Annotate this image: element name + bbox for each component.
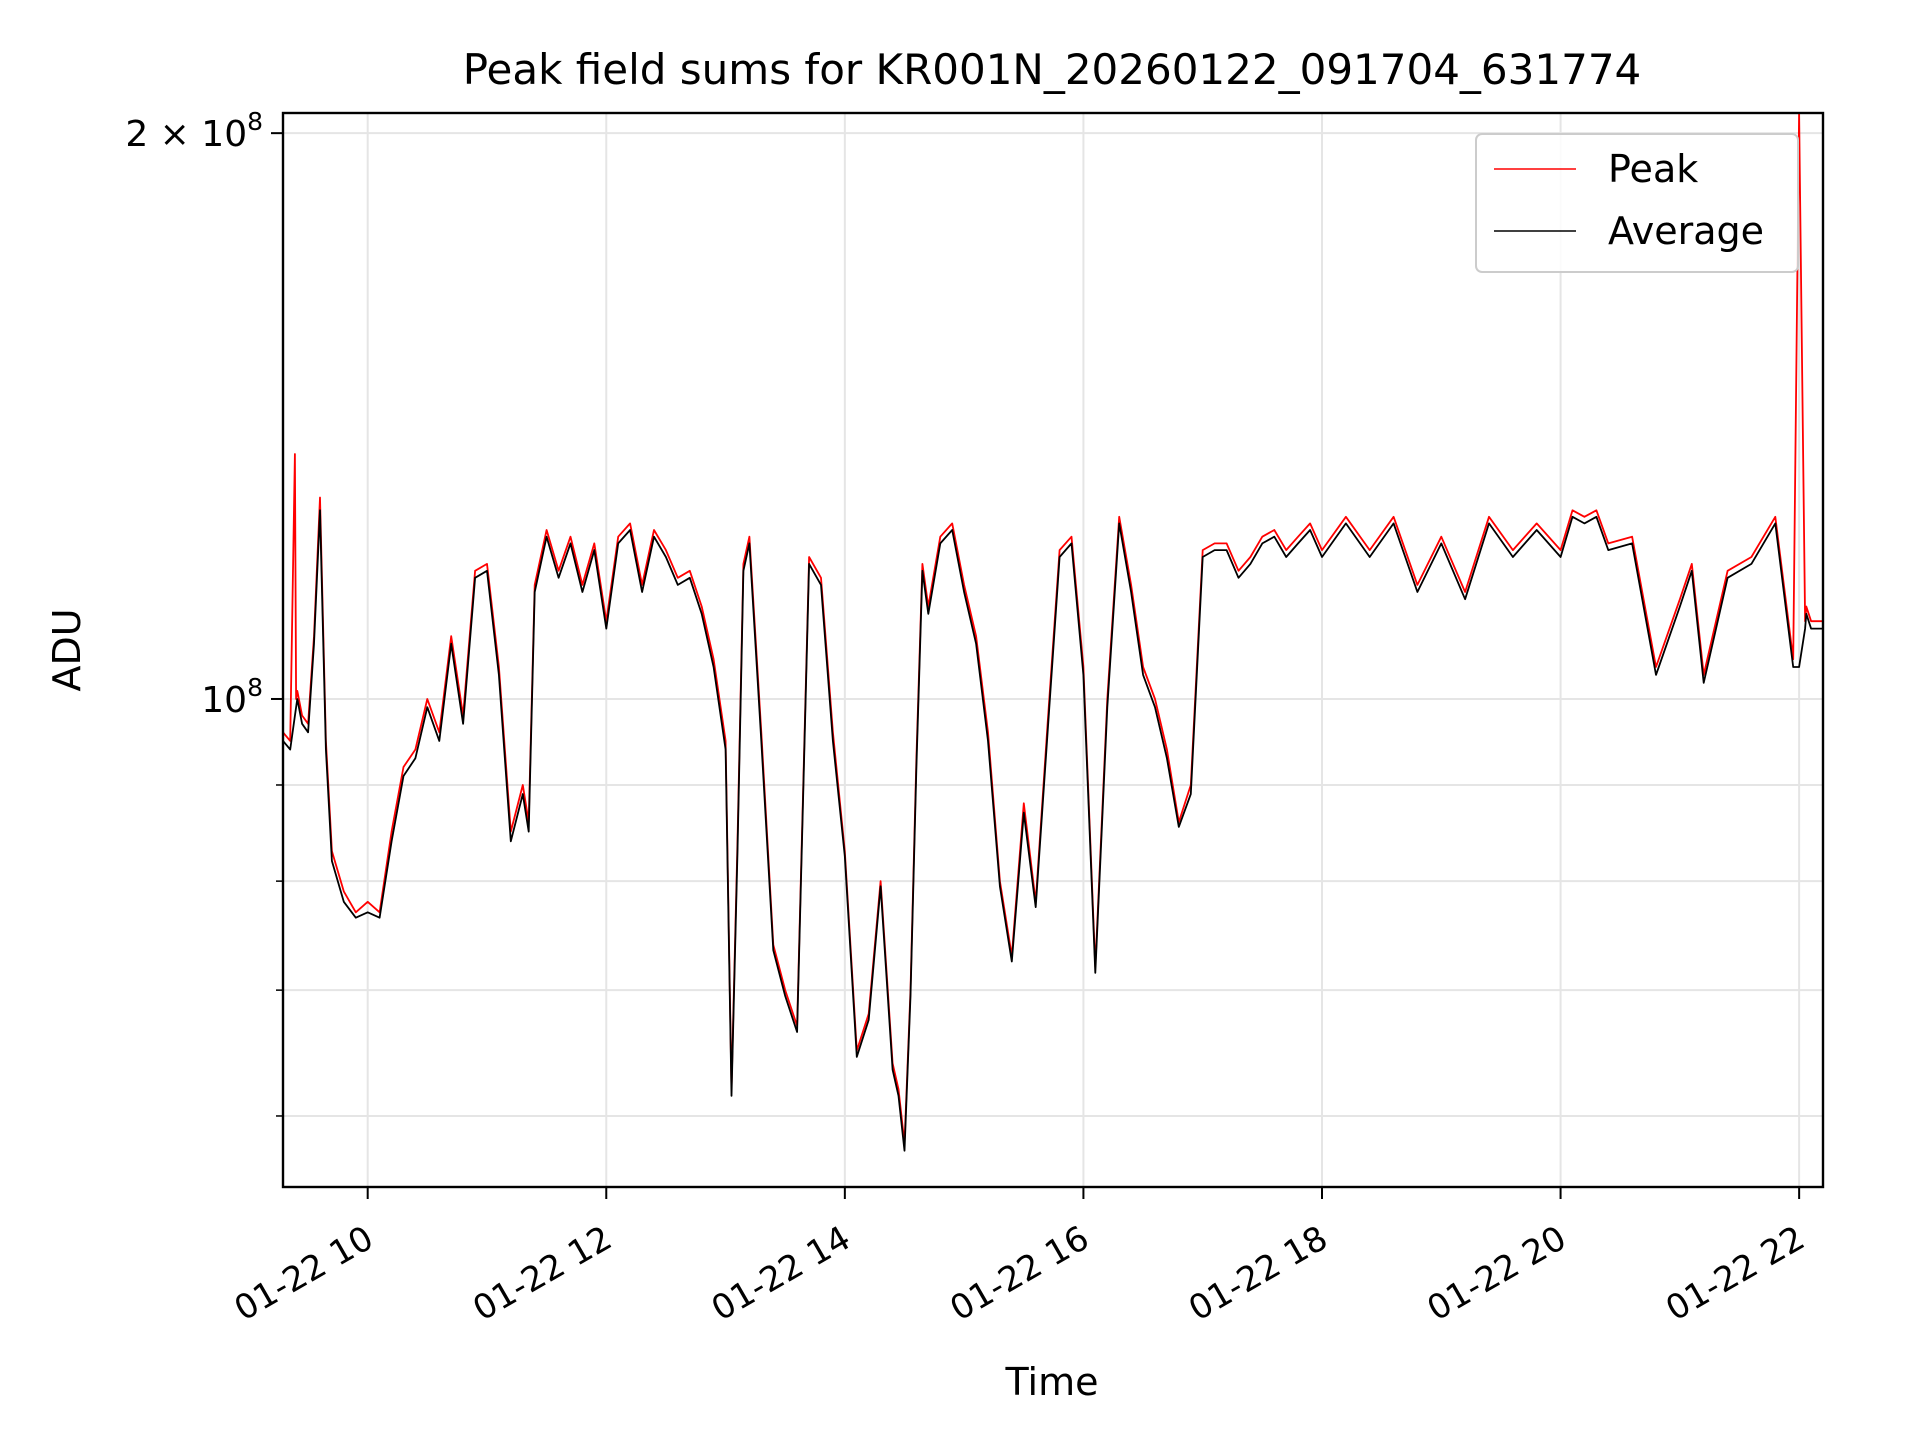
x-axis-title: Time — [1005, 1360, 1099, 1404]
y-tick-label: 2 × 108 — [125, 107, 263, 155]
legend-label-average: Average — [1608, 209, 1764, 253]
series-lines — [283, 113, 1823, 1152]
series-line-average — [283, 509, 1823, 1152]
y-tick-label: 108 — [201, 673, 263, 721]
plot-area — [281, 111, 1825, 1189]
grid — [283, 113, 1823, 1187]
legend-label-peak: Peak — [1608, 147, 1698, 191]
y-axis: 108 2 × 108 — [125, 107, 283, 1117]
legend: Peak Average — [1475, 133, 1799, 273]
y-axis-title: ADU — [45, 608, 89, 691]
chart-title: Peak field sums for KR001N_20260122_0917… — [463, 45, 1642, 94]
